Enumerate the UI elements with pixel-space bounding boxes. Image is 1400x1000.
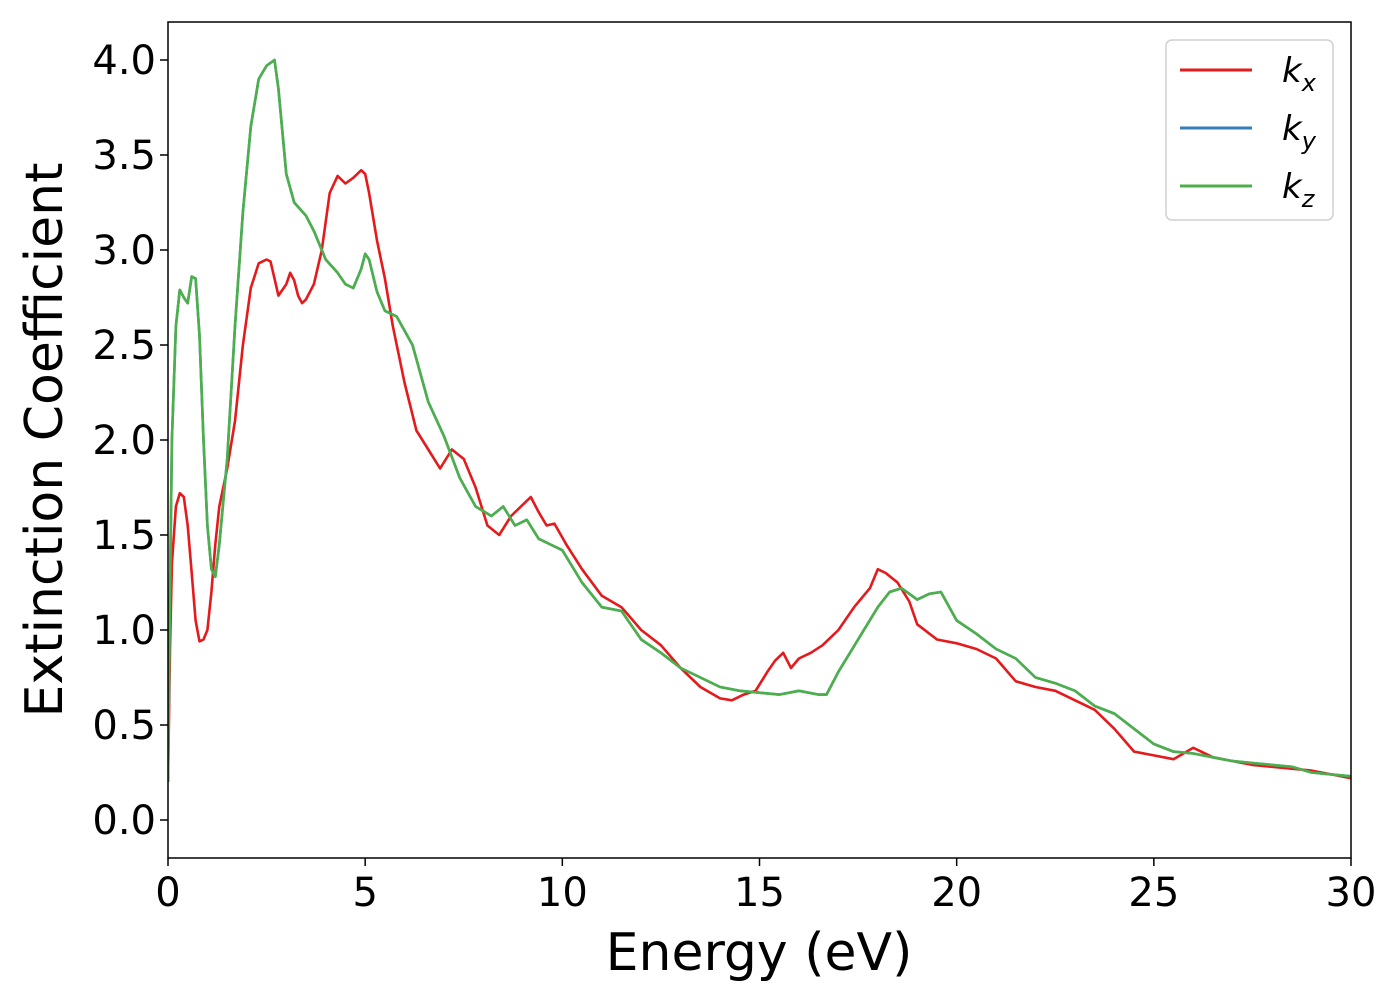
x-tick-label: 10 [537, 870, 588, 916]
legend-label-y: ky [1282, 109, 1317, 155]
x-axis-title: Energy (eV) [606, 923, 913, 983]
series-layer [168, 58, 1351, 783]
y-axis: 0.0 0.5 1.0 1.5 2.0 2.5 3.0 3.5 4.0 [92, 38, 168, 844]
y-tick-label: 2.5 [92, 323, 156, 369]
legend-label-z: kz [1282, 167, 1316, 213]
x-axis: 0 5 10 15 20 25 30 [155, 858, 1376, 916]
legend-box [1165, 39, 1334, 221]
y-tick-label: 3.5 [92, 133, 156, 179]
y-tick-label: 0.5 [92, 703, 156, 749]
x-tick-label: 30 [1326, 870, 1377, 916]
x-tick-label: 25 [1128, 870, 1179, 916]
y-tick-label: 4.0 [92, 38, 156, 84]
legend-label-base: k [1282, 167, 1303, 207]
y-tick-label: 2.0 [92, 418, 156, 464]
legend-label-base: k [1282, 109, 1303, 149]
legend-label-subscript: x [1301, 69, 1317, 97]
y-tick-label: 1.5 [92, 513, 156, 559]
x-tick-label: 0 [155, 870, 180, 916]
y-tick-label: 3.0 [92, 228, 156, 274]
y-tick-label: 1.0 [92, 608, 156, 654]
legend-label-x: kx [1282, 51, 1317, 97]
legend-label-subscript: y [1301, 127, 1317, 155]
y-axis-title: Extinction Coefficient [15, 163, 75, 718]
legend-label-base: k [1282, 51, 1303, 91]
legend-label-subscript: z [1301, 185, 1316, 213]
y-tick-label: 0.0 [92, 798, 156, 844]
x-tick-label: 15 [734, 870, 785, 916]
series-line-z [168, 58, 1351, 783]
x-tick-label: 20 [931, 870, 982, 916]
series-line-x [168, 168, 1351, 783]
x-tick-label: 5 [352, 870, 377, 916]
